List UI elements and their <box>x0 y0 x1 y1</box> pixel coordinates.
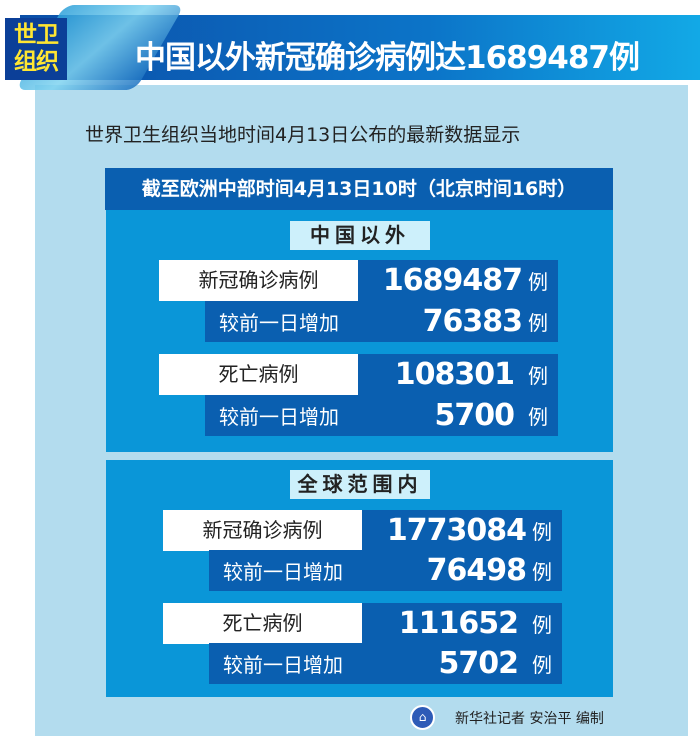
stat-row: 新冠确诊病例 1689487 例 <box>159 260 558 301</box>
credit: ⌂ 新华社记者 安治平 编制 <box>410 705 604 730</box>
stat-value: 76498 <box>426 553 527 588</box>
stat-unit: 例 <box>528 270 548 294</box>
stat-row: 较前一日增加 5702 例 <box>209 643 562 684</box>
stat-value: 108301 <box>394 357 515 392</box>
stat-value: 1773084 <box>386 513 527 548</box>
stat-row: 较前一日增加 76498 例 <box>209 550 562 591</box>
stat-label: 新冠确诊病例 <box>163 510 362 551</box>
stat-unit: 例 <box>532 653 552 677</box>
stat-label: 较前一日增加 <box>223 653 343 677</box>
stat-value: 5702 <box>438 646 519 681</box>
section-global: 全球范围内 新冠确诊病例 1773084 例 较前一日增加 76498 例 死亡病例 … <box>106 460 613 697</box>
stat-label: 较前一日增加 <box>223 560 343 584</box>
stat-label: 新冠确诊病例 <box>159 260 358 301</box>
stat-row: 较前一日增加 5700 例 <box>205 395 558 436</box>
stat-label: 死亡病例 <box>159 354 358 395</box>
stat-label: 较前一日增加 <box>219 405 339 429</box>
page-title: 中国以外新冠确诊病例达1689487例 <box>135 40 640 76</box>
cutoff-time: 截至欧洲中部时间4月13日10时（北京时间16时） <box>105 168 613 210</box>
stat-unit: 例 <box>528 311 548 335</box>
stat-unit: 例 <box>528 405 548 429</box>
stat-value: 111652 <box>398 606 519 641</box>
stat-value: 76383 <box>422 304 523 339</box>
stat-unit: 例 <box>532 560 552 584</box>
stat-value: 1689487 <box>382 263 523 298</box>
stat-row: 较前一日增加 76383 例 <box>205 301 558 342</box>
section-outside-china: 中国以外 新冠确诊病例 1689487 例 较前一日增加 76383 例 死亡病例 1… <box>106 210 613 452</box>
section-title: 中国以外 <box>290 221 430 250</box>
stat-label: 较前一日增加 <box>219 311 339 335</box>
intro-text: 世界卫生组织当地时间4月13日公布的最新数据显示 <box>85 124 521 146</box>
stat-unit: 例 <box>532 613 552 637</box>
stat-row: 新冠确诊病例 1773084 例 <box>163 510 562 551</box>
stat-row: 死亡病例 111652 例 <box>163 603 562 644</box>
stat-unit: 例 <box>532 520 552 544</box>
stat-unit: 例 <box>528 364 548 388</box>
xinhua-logo-icon: ⌂ <box>410 705 435 730</box>
stat-value: 5700 <box>434 398 515 433</box>
stat-row: 死亡病例 108301 例 <box>159 354 558 395</box>
section-title: 全球范围内 <box>290 470 430 499</box>
stat-label: 死亡病例 <box>163 603 362 644</box>
credit-text: 新华社记者 安治平 编制 <box>455 710 604 727</box>
who-badge: 世卫组织 <box>5 18 67 80</box>
